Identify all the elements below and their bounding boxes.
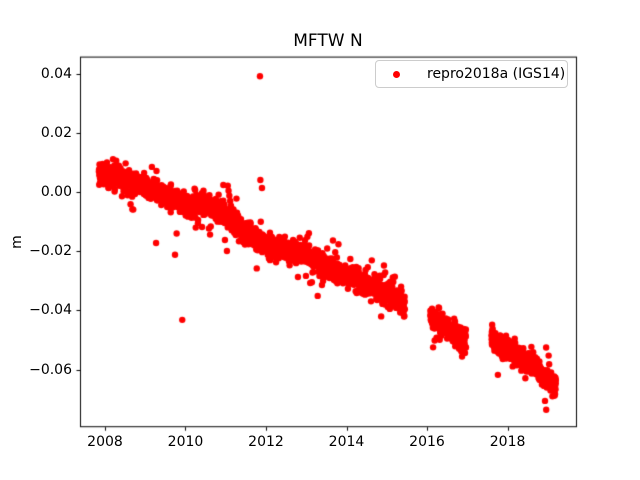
x-tick-label: 2008 <box>87 434 123 450</box>
x-tick-label: 2018 <box>489 434 526 450</box>
legend-label: repro2018a (IGS14) <box>427 66 566 82</box>
x-tick-label: 2012 <box>248 434 284 450</box>
chart-title: MFTW N <box>293 31 363 51</box>
y-axis-label: m <box>9 235 25 249</box>
y-tick-label: 0.02 <box>40 125 72 141</box>
x-tick-label: 2014 <box>328 434 365 450</box>
y-tick-label: −0.04 <box>29 302 72 319</box>
x-tick-label: 2010 <box>167 434 204 450</box>
y-tick-label: 0.04 <box>40 65 72 82</box>
y-tick-label: −0.02 <box>29 243 72 260</box>
legend-marker-dot <box>393 70 400 78</box>
legend: repro2018a (IGS14) <box>375 60 568 88</box>
y-tick-label: 0.00 <box>40 184 72 201</box>
y-tick-label: −0.06 <box>29 361 72 378</box>
x-tick-label: 2016 <box>409 434 445 450</box>
